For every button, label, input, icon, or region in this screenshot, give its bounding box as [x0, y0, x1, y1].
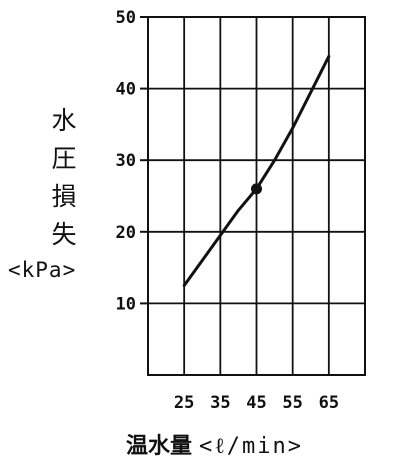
- x-tick-label-55: 55: [282, 393, 302, 413]
- x-tick-label-45: 45: [246, 393, 266, 413]
- x-tick-label-65: 65: [319, 393, 339, 413]
- ylabel-unit: <kPa>: [8, 258, 77, 282]
- x-axis-label-unit: <ℓ/min>: [199, 434, 304, 459]
- ylabel-char-2: 圧: [51, 144, 77, 173]
- y-tick-label-10: 10: [116, 294, 136, 314]
- plot-frame: [147, 16, 366, 376]
- y-tick-label-30: 30: [116, 151, 136, 171]
- y-tick-label-20: 20: [116, 223, 136, 243]
- y-tick-label-50: 50: [116, 8, 136, 28]
- highlight-point: [251, 183, 262, 195]
- x-axis-label: 温水量 <ℓ/min>: [126, 428, 303, 460]
- ylabel-char-3: 損: [51, 182, 77, 211]
- ylabel-char-4: 失: [51, 220, 77, 249]
- ylabel-char-1: 水: [51, 106, 77, 135]
- x-axis-label-main: 温水量: [126, 434, 193, 459]
- x-tick-label-25: 25: [174, 393, 194, 413]
- grid-lines: [148, 16, 365, 375]
- x-tick-label-35: 35: [210, 393, 230, 413]
- y-tick-label-40: 40: [116, 80, 136, 100]
- axis-ticks: 25 35 45 55 65 10 20 30 40 50: [116, 8, 340, 413]
